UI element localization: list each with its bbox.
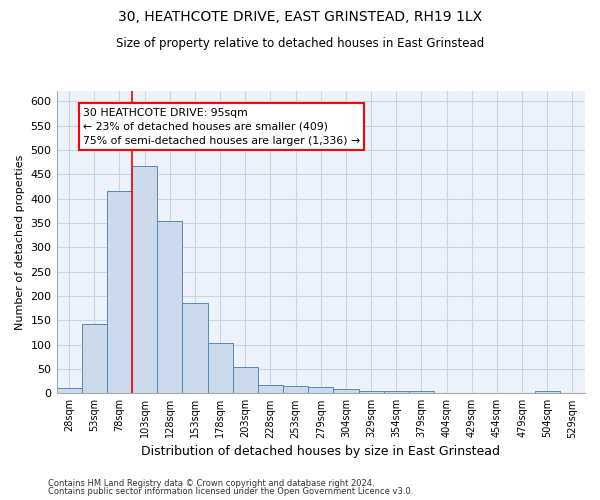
Bar bbox=[359, 391, 383, 394]
Bar bbox=[182, 304, 208, 394]
Bar bbox=[535, 391, 560, 394]
Text: Size of property relative to detached houses in East Grinstead: Size of property relative to detached ho… bbox=[116, 38, 484, 51]
Text: 30 HEATHCOTE DRIVE: 95sqm
← 23% of detached houses are smaller (409)
75% of semi: 30 HEATHCOTE DRIVE: 95sqm ← 23% of detac… bbox=[83, 108, 360, 146]
Bar bbox=[308, 388, 334, 394]
X-axis label: Distribution of detached houses by size in East Grinstead: Distribution of detached houses by size … bbox=[141, 444, 500, 458]
Bar bbox=[82, 324, 107, 394]
Bar bbox=[208, 343, 233, 394]
Bar bbox=[383, 392, 409, 394]
Text: 30, HEATHCOTE DRIVE, EAST GRINSTEAD, RH19 1LX: 30, HEATHCOTE DRIVE, EAST GRINSTEAD, RH1… bbox=[118, 10, 482, 24]
Bar bbox=[56, 388, 82, 394]
Y-axis label: Number of detached properties: Number of detached properties bbox=[15, 154, 25, 330]
Bar bbox=[107, 192, 132, 394]
Bar bbox=[409, 392, 434, 394]
Bar bbox=[157, 220, 182, 394]
Text: Contains public sector information licensed under the Open Government Licence v3: Contains public sector information licen… bbox=[48, 487, 413, 496]
Text: Contains HM Land Registry data © Crown copyright and database right 2024.: Contains HM Land Registry data © Crown c… bbox=[48, 478, 374, 488]
Bar bbox=[334, 389, 359, 394]
Bar bbox=[233, 367, 258, 394]
Bar bbox=[283, 386, 308, 394]
Bar bbox=[258, 384, 283, 394]
Bar bbox=[132, 166, 157, 394]
